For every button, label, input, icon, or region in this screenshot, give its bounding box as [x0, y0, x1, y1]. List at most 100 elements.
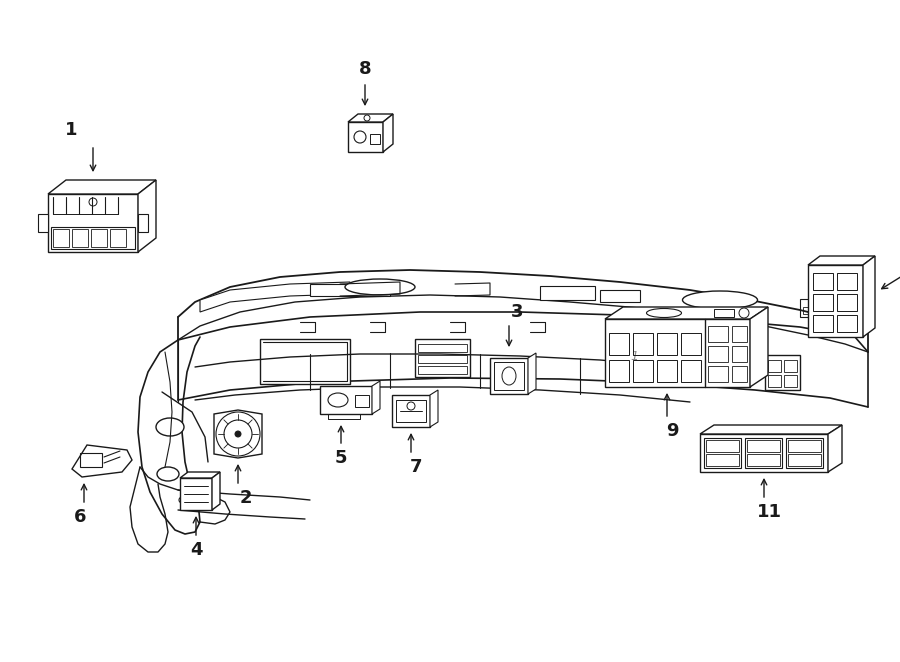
Bar — [800, 299, 835, 317]
Polygon shape — [48, 180, 156, 194]
Polygon shape — [348, 114, 393, 122]
Bar — [747, 440, 780, 452]
Ellipse shape — [682, 291, 758, 309]
Bar — [633, 360, 653, 382]
Text: 8: 8 — [359, 60, 372, 78]
Polygon shape — [320, 386, 372, 414]
Circle shape — [235, 431, 241, 437]
Bar — [732, 346, 747, 362]
Polygon shape — [808, 256, 875, 265]
Polygon shape — [430, 390, 438, 427]
Ellipse shape — [179, 495, 197, 505]
Bar — [72, 229, 88, 247]
Bar — [708, 326, 728, 342]
Bar — [600, 290, 640, 302]
Ellipse shape — [156, 418, 184, 436]
Bar — [681, 333, 701, 355]
Bar — [813, 315, 833, 332]
Bar — [609, 360, 629, 382]
Bar — [51, 227, 135, 249]
Polygon shape — [72, 445, 132, 477]
Polygon shape — [700, 425, 842, 434]
Ellipse shape — [157, 467, 179, 481]
Bar — [784, 375, 797, 387]
Text: 1: 1 — [65, 121, 77, 139]
Bar — [786, 438, 823, 468]
Bar — [370, 134, 380, 144]
Bar — [668, 368, 686, 382]
Polygon shape — [605, 319, 750, 387]
Polygon shape — [372, 381, 380, 414]
Bar — [708, 346, 728, 362]
Text: 1: 1 — [630, 350, 638, 363]
Bar — [747, 454, 780, 466]
Polygon shape — [214, 410, 262, 458]
Bar — [732, 366, 747, 382]
Bar — [813, 273, 833, 290]
Bar — [80, 453, 102, 467]
Bar — [704, 438, 741, 468]
Bar — [784, 360, 797, 372]
Text: 7: 7 — [410, 458, 422, 476]
Polygon shape — [750, 307, 768, 387]
Bar — [803, 307, 813, 314]
Bar — [657, 333, 677, 355]
Bar — [745, 438, 782, 468]
Polygon shape — [212, 472, 220, 510]
Bar — [355, 395, 369, 407]
Bar — [91, 229, 107, 247]
Polygon shape — [348, 122, 383, 152]
Bar — [418, 355, 467, 363]
Polygon shape — [863, 256, 875, 337]
Bar — [645, 368, 663, 382]
Bar — [813, 294, 833, 311]
Polygon shape — [392, 395, 430, 427]
Polygon shape — [383, 114, 393, 152]
Polygon shape — [808, 265, 863, 337]
Text: 4: 4 — [190, 541, 203, 559]
Bar — [815, 307, 825, 314]
Polygon shape — [138, 180, 156, 252]
Bar — [415, 339, 470, 377]
Bar — [732, 326, 747, 342]
Text: 5: 5 — [335, 449, 347, 467]
Polygon shape — [200, 282, 350, 312]
Bar — [260, 339, 350, 384]
Bar — [310, 284, 390, 296]
Bar — [494, 362, 524, 390]
Polygon shape — [490, 358, 528, 394]
Polygon shape — [138, 214, 148, 232]
Bar — [657, 360, 677, 382]
Text: 9: 9 — [666, 422, 679, 440]
Bar — [418, 366, 467, 374]
Text: 11: 11 — [757, 503, 781, 521]
Bar — [681, 360, 701, 382]
Bar — [825, 307, 833, 314]
Bar — [837, 273, 857, 290]
Bar — [110, 229, 126, 247]
Bar — [768, 375, 781, 387]
Bar — [768, 360, 781, 372]
Polygon shape — [180, 478, 212, 510]
Bar — [837, 294, 857, 311]
Polygon shape — [828, 425, 842, 472]
Polygon shape — [180, 472, 220, 478]
Bar — [540, 286, 595, 300]
Polygon shape — [700, 434, 828, 472]
Text: 2: 2 — [239, 489, 252, 507]
Bar — [418, 344, 467, 352]
Bar — [765, 355, 800, 390]
Bar — [788, 454, 821, 466]
Polygon shape — [528, 353, 536, 394]
Bar — [708, 366, 728, 382]
Bar — [712, 344, 717, 382]
Polygon shape — [48, 194, 138, 252]
Ellipse shape — [345, 279, 415, 295]
Bar — [706, 454, 739, 466]
Bar — [396, 400, 426, 422]
Bar — [837, 315, 857, 332]
Bar — [53, 229, 69, 247]
Bar — [706, 440, 739, 452]
Bar — [609, 333, 629, 355]
Bar — [691, 368, 709, 382]
